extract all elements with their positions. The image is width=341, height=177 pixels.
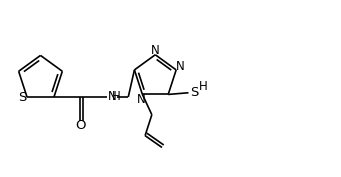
Text: N: N <box>151 44 160 56</box>
Text: S: S <box>190 86 198 99</box>
Text: N: N <box>108 90 116 103</box>
Text: N: N <box>176 60 184 73</box>
Text: H: H <box>112 90 120 103</box>
Text: N: N <box>137 93 145 106</box>
Text: S: S <box>18 92 27 104</box>
Text: O: O <box>75 119 86 132</box>
Text: H: H <box>198 80 207 93</box>
